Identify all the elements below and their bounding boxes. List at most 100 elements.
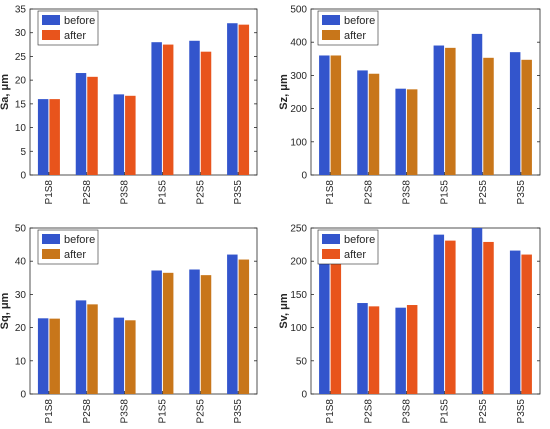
chart-panel-4: 0 50 100 150 200 250 Sv, μm P1S8 P2S8 P3S8 P1S5 P2S… — [278, 224, 541, 424]
bar-before-p3s8 — [113, 94, 125, 175]
bar-after-p2s5 — [200, 275, 212, 394]
x-tick-label: P1S5 — [440, 399, 451, 424]
y-tick-label: 0 — [301, 171, 307, 182]
bar-after-p3s8 — [125, 95, 136, 175]
y-axis-label: Sv, μm — [278, 293, 290, 328]
bar-after-p1s8 — [330, 263, 342, 394]
y-tick-label: 50 — [15, 224, 27, 235]
x-tick-label: P1S5 — [157, 180, 168, 205]
y-tick-label: 30 — [15, 28, 27, 39]
x-tick-label: P2S8 — [82, 180, 93, 205]
bar-before-p3s5 — [509, 250, 521, 394]
bar-after-p3s5 — [238, 259, 250, 394]
x-tick-label: P3S8 — [401, 180, 412, 205]
y-axis-label: Sa, μm — [0, 74, 11, 110]
y-tick-label: 400 — [290, 38, 307, 49]
x-tick-label: P2S8 — [363, 180, 374, 205]
y-tick-label: 10 — [15, 123, 27, 134]
chart-panel-1: 0 5 10 15 20 25 30 35 Sa, μm P1S8 P2S8 P3S8 P1S5 P2S5… — [0, 5, 258, 205]
y-tick-label: 100 — [290, 323, 307, 334]
legend-swatch-after — [42, 249, 60, 259]
y-tick-label: 30 — [15, 290, 27, 301]
legend-swatch-after — [42, 30, 60, 40]
bar-after-p1s5 — [162, 272, 174, 394]
legend: before after — [317, 229, 379, 265]
bar-after-p1s5 — [445, 240, 456, 394]
legend-label-after: after — [64, 249, 86, 261]
bar-after-p2s5 — [200, 51, 212, 175]
x-tick-label: P1S8 — [44, 399, 55, 424]
legend-swatch-after — [322, 249, 340, 259]
y-tick-label: 20 — [15, 76, 27, 87]
legend-swatch-before — [322, 234, 340, 244]
y-tick-label: 100 — [290, 137, 307, 148]
bar-before-p1s5 — [433, 234, 445, 394]
bar-after-p2s8 — [87, 76, 98, 175]
bar-after-p2s5 — [483, 57, 494, 175]
chart-panel-2: 0 100 200 300 400 500 Sz, μm P1S8 P2S8 P3S8 P1S5 P2… — [278, 5, 541, 205]
legend: before after — [37, 229, 99, 265]
bar-after-p2s5 — [483, 241, 494, 394]
legend-swatch-before — [42, 15, 60, 25]
bar-after-p1s5 — [162, 44, 174, 176]
legend: before after — [37, 10, 99, 46]
x-tick-label: P1S8 — [325, 180, 336, 205]
legend-swatch-before — [322, 15, 340, 25]
bar-before-p2s5 — [189, 40, 200, 175]
y-tick-label: 20 — [15, 323, 27, 334]
legend: before after — [317, 10, 379, 46]
y-axis-label: Sz, μm — [278, 74, 290, 110]
bar-before-p2s5 — [471, 33, 483, 176]
bar-before-p1s8 — [37, 99, 49, 175]
y-tick-label: 0 — [301, 390, 307, 401]
bar-before-p3s5 — [509, 52, 521, 175]
y-tick-label: 5 — [20, 147, 26, 158]
legend-label-after: after — [64, 30, 86, 42]
x-tick-label: P3S5 — [516, 399, 527, 424]
x-tick-label: P2S5 — [478, 399, 489, 424]
legend-swatch-after — [322, 30, 340, 40]
legend-swatch-before — [42, 234, 60, 244]
bar-before-p1s8 — [319, 259, 330, 394]
bar-before-p2s8 — [75, 300, 87, 394]
bar-after-p1s5 — [445, 47, 456, 175]
legend-label-before: before — [344, 15, 375, 27]
bar-before-p3s5 — [227, 23, 238, 175]
bar-after-p2s8 — [368, 306, 380, 394]
y-tick-label: 40 — [15, 257, 27, 268]
x-tick-label: P3S8 — [120, 180, 131, 205]
x-tick-label: P1S5 — [157, 399, 168, 424]
y-tick-label: 200 — [290, 104, 307, 115]
bar-before-p1s5 — [433, 45, 445, 175]
legend-label-before: before — [64, 234, 95, 246]
bar-after-p3s8 — [406, 89, 418, 175]
bar-before-p3s8 — [395, 307, 406, 394]
x-tick-label: P2S8 — [82, 399, 93, 424]
x-tick-label: P3S5 — [233, 399, 244, 424]
bar-after-p3s8 — [406, 305, 418, 394]
y-tick-label: 250 — [290, 224, 307, 235]
chart-panel-3: 0 10 20 30 40 50 Sq, μm P1S8 P2S8 P3S8 P1S5 P2S5 P3S… — [0, 224, 258, 424]
x-tick-label: P1S5 — [440, 180, 451, 205]
bar-before-p2s8 — [75, 73, 87, 175]
bar-before-p2s8 — [357, 70, 368, 175]
bar-before-p3s8 — [395, 88, 406, 175]
bar-after-p3s5 — [521, 254, 532, 394]
bar-after-p1s8 — [49, 99, 60, 175]
y-tick-label: 50 — [296, 356, 308, 367]
x-tick-label: P2S5 — [195, 399, 206, 424]
x-tick-label: P3S5 — [233, 180, 244, 205]
bar-after-p3s8 — [125, 320, 136, 394]
legend-label-after: after — [344, 30, 366, 42]
y-tick-label: 500 — [290, 5, 307, 16]
x-tick-label: P1S8 — [44, 180, 55, 205]
y-tick-label: 0 — [20, 390, 26, 401]
y-tick-label: 150 — [290, 290, 307, 301]
bar-after-p3s5 — [521, 59, 532, 175]
bar-after-p1s8 — [330, 55, 342, 176]
bar-after-p2s8 — [368, 73, 380, 175]
legend-label-before: before — [64, 15, 95, 27]
bar-before-p1s5 — [151, 270, 162, 394]
x-tick-label: P2S5 — [195, 180, 206, 205]
bar-before-p2s8 — [357, 303, 368, 394]
